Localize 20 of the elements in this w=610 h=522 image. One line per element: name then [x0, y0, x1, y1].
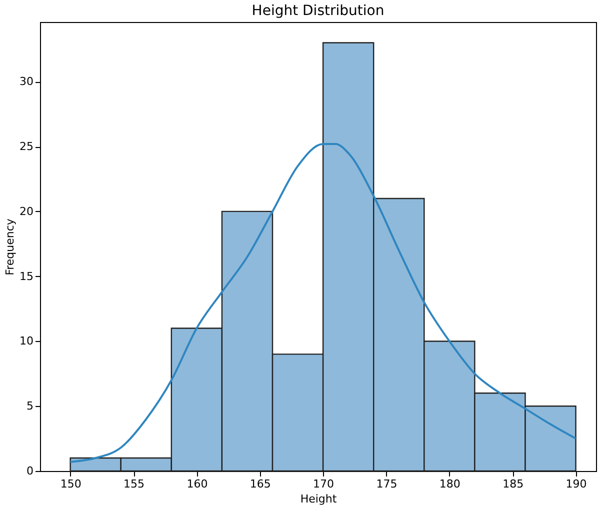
y-axis-title: Frequency	[4, 218, 17, 276]
x-tick-label: 190	[566, 478, 587, 490]
x-tick-label: 185	[502, 478, 524, 490]
x-axis-title: Height	[300, 492, 338, 506]
y-tick-label: 30	[20, 75, 34, 88]
x-tick-label: 180	[439, 478, 460, 490]
chart-title: Height Distribution	[252, 3, 384, 19]
y-tick-label: 10	[20, 334, 34, 348]
y-tick-label: 15	[20, 270, 34, 283]
y-tick-label: 25	[20, 140, 34, 154]
x-tick-label: 175	[376, 478, 398, 490]
x-tick-label: 165	[250, 478, 271, 490]
y-tick-label: 5	[26, 400, 34, 413]
y-tick-label: 20	[20, 204, 34, 218]
y-tick-label: 0	[26, 464, 34, 478]
x-tick-label: 150	[60, 478, 82, 490]
line-series	[69, 142, 577, 463]
x-tick-label: 160	[186, 478, 208, 490]
x-tick-label: 170	[313, 478, 334, 490]
x-tick-label: 155	[124, 478, 145, 490]
